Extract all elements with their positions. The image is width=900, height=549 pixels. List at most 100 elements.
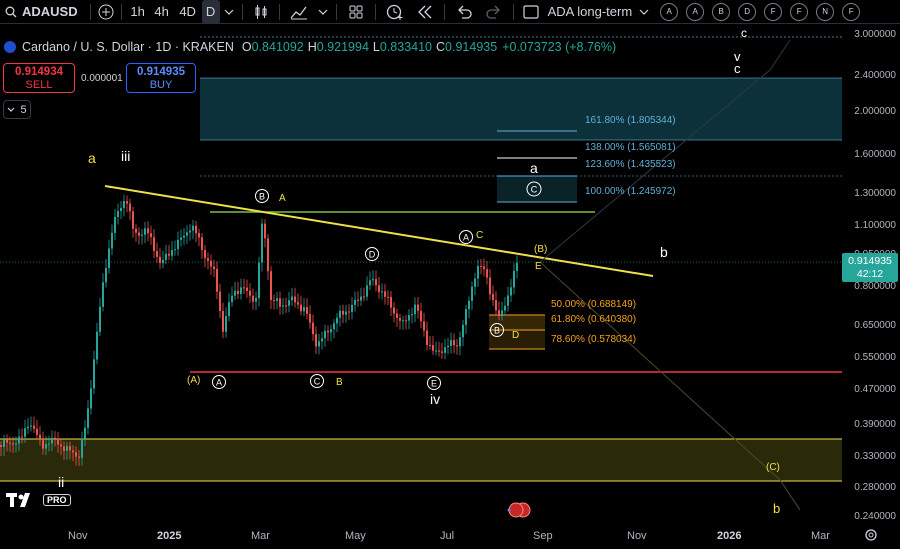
open-label: O bbox=[241, 40, 252, 54]
fib-ret-label: 61.80% (0.640380) bbox=[551, 314, 636, 325]
current-price: 0.914935 bbox=[848, 255, 892, 267]
replay-icon[interactable] bbox=[410, 0, 440, 24]
symbol-name[interactable]: ADAUSD bbox=[22, 4, 78, 19]
chevron-down-icon[interactable] bbox=[314, 0, 332, 24]
candles-icon[interactable] bbox=[247, 0, 275, 24]
candle-body bbox=[78, 456, 80, 458]
interval-d[interactable]: D bbox=[201, 0, 220, 24]
candle-body bbox=[408, 315, 410, 321]
candle-body bbox=[480, 266, 482, 268]
wave-label-a: a bbox=[88, 150, 96, 166]
candle-body bbox=[300, 304, 302, 312]
candle-body bbox=[24, 428, 26, 437]
fib-ext-label: 100.00% (1.245972) bbox=[585, 186, 676, 197]
candle-body bbox=[261, 223, 263, 263]
candle-body bbox=[237, 290, 239, 294]
indicators-icon[interactable] bbox=[284, 0, 314, 24]
candle-body bbox=[351, 304, 353, 312]
interval-4d[interactable]: 4D bbox=[179, 4, 196, 19]
candle-body bbox=[99, 306, 101, 332]
redo-icon[interactable] bbox=[479, 0, 509, 24]
candle-body bbox=[213, 266, 215, 269]
toolbar-letter-button[interactable]: A bbox=[686, 2, 705, 21]
candle-body bbox=[177, 239, 179, 250]
toolbar-letter-button[interactable]: F bbox=[764, 2, 783, 21]
candle-body bbox=[390, 296, 392, 308]
price-chart[interactable]: a iii ii iv v c c B A D A C (B) E b a C … bbox=[0, 24, 842, 524]
candle-body bbox=[366, 285, 368, 297]
wave-label-iii: iii bbox=[121, 148, 130, 164]
interval-1h[interactable]: 1h bbox=[130, 4, 145, 19]
candle-body bbox=[66, 446, 68, 451]
candle-body bbox=[72, 450, 74, 453]
chevron-down-icon[interactable] bbox=[220, 0, 238, 24]
live-indicator-icon bbox=[4, 41, 16, 53]
candle-body bbox=[417, 304, 419, 311]
fib-extension[interactable] bbox=[497, 130, 577, 203]
settings-gear-icon[interactable] bbox=[864, 528, 878, 547]
candle-body bbox=[462, 324, 464, 338]
candlestick-series bbox=[0, 194, 518, 467]
candle-body bbox=[57, 438, 59, 445]
add-symbol-icon[interactable] bbox=[95, 0, 117, 24]
candle-body bbox=[384, 291, 386, 297]
toolbar-letter-button[interactable]: F bbox=[790, 2, 809, 21]
candle-body bbox=[81, 438, 83, 458]
candle-body bbox=[435, 350, 437, 352]
descending-trendline[interactable] bbox=[104, 185, 654, 277]
candle-body bbox=[183, 235, 185, 238]
wave-label-v: v bbox=[734, 49, 741, 64]
candle-body bbox=[318, 341, 320, 347]
interval-4h[interactable]: 4h bbox=[154, 4, 169, 19]
candle-body bbox=[186, 232, 188, 236]
time-tick: Nov bbox=[627, 530, 647, 542]
tradingview-logo[interactable]: PRO bbox=[6, 493, 71, 507]
candle-body bbox=[378, 285, 380, 293]
toolbar-letter-button[interactable]: A bbox=[660, 2, 679, 21]
candle-body bbox=[432, 345, 434, 351]
alert-icon[interactable] bbox=[380, 0, 410, 24]
price-tick: 1.100000 bbox=[854, 220, 896, 231]
toolbar-letter-button[interactable]: F bbox=[842, 2, 861, 21]
templates-icon[interactable] bbox=[341, 0, 371, 24]
candle-body bbox=[414, 304, 416, 315]
candle-body bbox=[396, 313, 398, 319]
candle-body bbox=[21, 436, 23, 438]
wave-label-b-paren: (B) bbox=[534, 244, 547, 255]
undo-icon[interactable] bbox=[449, 0, 479, 24]
candle-body bbox=[393, 307, 395, 314]
legend-title[interactable]: Cardano / U. S. Dollar · 1D · KRAKEN bbox=[22, 40, 234, 54]
toolbar-letter-button[interactable]: D bbox=[738, 2, 757, 21]
wave-label-b-small: B bbox=[336, 377, 343, 388]
toolbar-letter-button[interactable]: B bbox=[712, 2, 731, 21]
candle-body bbox=[513, 270, 515, 288]
candle-body bbox=[282, 305, 284, 307]
candle-body bbox=[165, 253, 167, 260]
candle-body bbox=[450, 340, 452, 346]
low-label: L bbox=[372, 40, 380, 54]
wave-label-b-low: b bbox=[773, 501, 780, 516]
search-icon[interactable] bbox=[4, 0, 18, 24]
candle-body bbox=[90, 388, 92, 409]
chevron-down-icon[interactable] bbox=[636, 0, 652, 24]
candle-body bbox=[486, 269, 488, 278]
price-tick: 3.000000 bbox=[854, 29, 896, 40]
event-flags-icon[interactable] bbox=[507, 502, 531, 518]
layout-name[interactable]: ADA long-term bbox=[547, 4, 633, 19]
candle-body bbox=[369, 280, 371, 286]
buy-button[interactable]: 0.914935 BUY bbox=[126, 63, 196, 93]
time-axis[interactable]: Nov 2025 Mar May Jul Sep Nov 2026 Mar bbox=[0, 524, 842, 549]
layout-icon[interactable] bbox=[518, 0, 544, 24]
candle-body bbox=[495, 300, 497, 311]
candle-body bbox=[465, 309, 467, 325]
fib-retracement[interactable] bbox=[489, 314, 545, 350]
tradingview-logo-icon bbox=[6, 493, 30, 507]
close-value: 0.914935 bbox=[445, 40, 498, 54]
upper-target-zone bbox=[200, 78, 842, 140]
collapse-indicators-button[interactable]: 5 bbox=[3, 100, 31, 119]
toolbar-letter-button[interactable]: N bbox=[816, 2, 835, 21]
chevron-down-icon bbox=[8, 107, 15, 112]
price-tick: 1.300000 bbox=[854, 188, 896, 199]
sell-button[interactable]: 0.914934 SELL bbox=[3, 63, 75, 93]
candle-body bbox=[93, 359, 95, 389]
